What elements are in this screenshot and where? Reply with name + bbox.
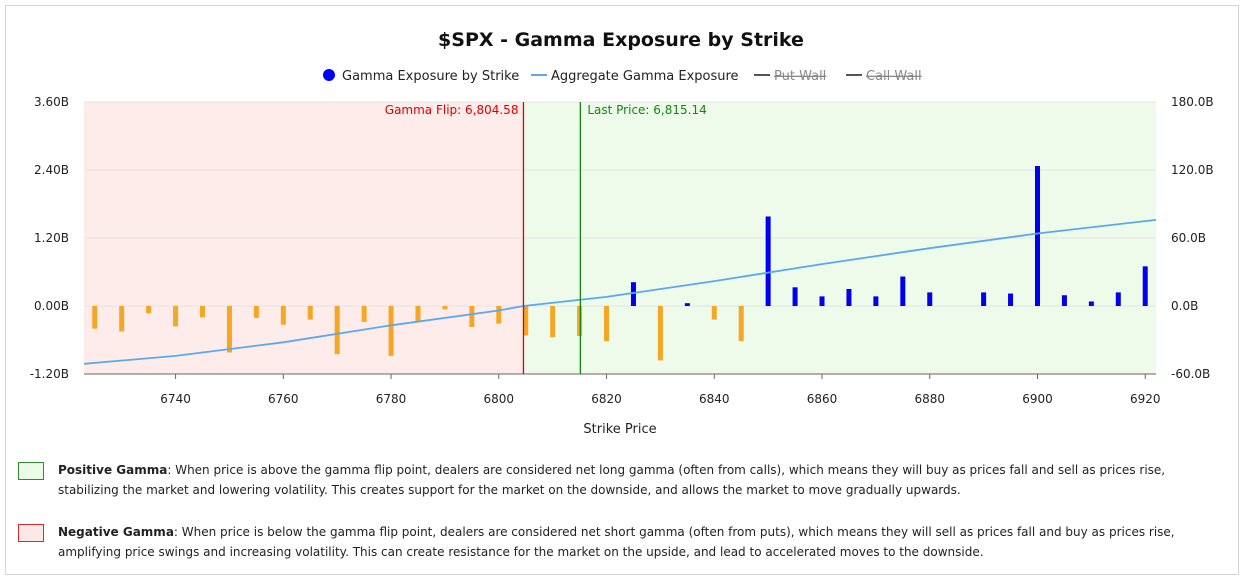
gamma-bar — [469, 306, 475, 327]
gamma-bar — [226, 306, 232, 353]
legend-label: Put Wall — [774, 69, 826, 84]
gamma-bar — [496, 306, 502, 324]
gamma-bar — [173, 306, 179, 327]
gamma-bar — [819, 296, 825, 306]
x-axis-label: Strike Price — [583, 422, 656, 437]
gamma-bar — [711, 306, 717, 320]
gamma-bar — [630, 282, 636, 306]
gamma-bar — [361, 306, 367, 322]
aggregate-gamma-line — [83, 219, 1157, 365]
last-price-label: Last Price: 6,815.14 — [587, 103, 706, 117]
gamma-bar — [684, 303, 690, 306]
negative-gamma-swatch — [18, 524, 44, 542]
legend-label: Aggregate Gamma Exposure — [551, 69, 739, 84]
gamma-bar — [657, 306, 663, 361]
positive-gamma-note: Positive Gamma: When price is above the … — [18, 460, 1223, 500]
gamma-bar — [253, 306, 259, 318]
gamma-bar — [1034, 166, 1040, 306]
gamma-bar — [442, 306, 448, 310]
gamma-exposure-chart: $SPX - Gamma Exposure by Strike Gamma Ex… — [30, 29, 1214, 437]
x-tick-label: 6780 — [376, 392, 407, 406]
gamma-bar — [1142, 266, 1148, 306]
gamma-bar — [1008, 293, 1014, 306]
x-tick-label: 6840 — [699, 392, 730, 406]
gamma-bar — [307, 306, 313, 320]
x-tick-label: 6760 — [268, 392, 299, 406]
y-tick-label: 0.00B — [34, 299, 69, 313]
y2-tick-label: 60.0B — [1171, 231, 1206, 245]
gamma-bar — [981, 292, 987, 306]
plot-area: 3.60B 180.0B 2.40B 120.0B 1.20B 60.0B 0.00B 0.0… — [30, 95, 1214, 406]
x-tick-label: 6880 — [914, 392, 945, 406]
gamma-bar — [1115, 292, 1121, 306]
gamma-bar — [388, 306, 394, 356]
x-tick-label: 6860 — [807, 392, 838, 406]
gamma-bar — [738, 306, 744, 342]
gamma-bar — [792, 287, 798, 306]
y-tick-label: 3.60B — [34, 95, 69, 109]
gamma-bar — [146, 306, 152, 314]
negative-gamma-note: Negative Gamma: When price is below the … — [18, 522, 1223, 562]
gamma-bar — [577, 306, 583, 337]
x-tick-label: 6900 — [1022, 392, 1053, 406]
positive-gamma-title: Positive Gamma — [58, 463, 168, 477]
gamma-bar — [846, 289, 852, 306]
y2-tick-label: 120.0B — [1171, 163, 1214, 177]
gamma-bar — [523, 306, 529, 336]
gamma-bar — [1061, 295, 1067, 306]
gamma-bar — [550, 306, 556, 338]
gamma-bar — [900, 276, 906, 306]
x-tick-label: 6740 — [160, 392, 191, 406]
y2-tick-label: 180.0B — [1171, 95, 1214, 109]
legend-label: Call Wall — [866, 69, 922, 84]
negative-gamma-text: : When price is below the gamma flip poi… — [58, 525, 1175, 559]
gamma-bar — [927, 292, 933, 306]
gamma-bar — [1088, 301, 1094, 306]
x-tick-label: 6920 — [1130, 392, 1161, 406]
gamma-bar — [604, 306, 610, 342]
x-tick-label: 6820 — [591, 392, 622, 406]
gamma-flip-label: Gamma Flip: 6,804.58 — [385, 103, 519, 117]
gamma-bar — [765, 216, 771, 306]
y2-tick-label: -60.0B — [1171, 367, 1210, 381]
gamma-bar — [119, 306, 125, 332]
positive-gamma-text: : When price is above the gamma flip poi… — [58, 463, 1166, 497]
y-tick-label: -1.20B — [30, 367, 69, 381]
gamma-bar — [415, 306, 421, 322]
y-tick-label: 1.20B — [34, 231, 69, 245]
positive-gamma-swatch — [18, 462, 44, 480]
gamma-bar — [334, 306, 340, 355]
negative-gamma-title: Negative Gamma — [58, 525, 174, 539]
y2-tick-label: 0.0B — [1171, 299, 1198, 313]
gamma-bar — [280, 306, 286, 325]
gamma-bar — [873, 296, 879, 306]
gamma-bar — [92, 306, 98, 329]
chart-title: $SPX - Gamma Exposure by Strike — [438, 29, 804, 51]
x-tick-label: 6800 — [484, 392, 515, 406]
y-tick-label: 2.40B — [34, 163, 69, 177]
legend-label: Gamma Exposure by Strike — [342, 69, 519, 84]
legend-marker — [323, 69, 335, 81]
gamma-bar — [200, 306, 206, 318]
chart-legend: Gamma Exposure by Strike Aggregate Gamma … — [323, 69, 922, 84]
